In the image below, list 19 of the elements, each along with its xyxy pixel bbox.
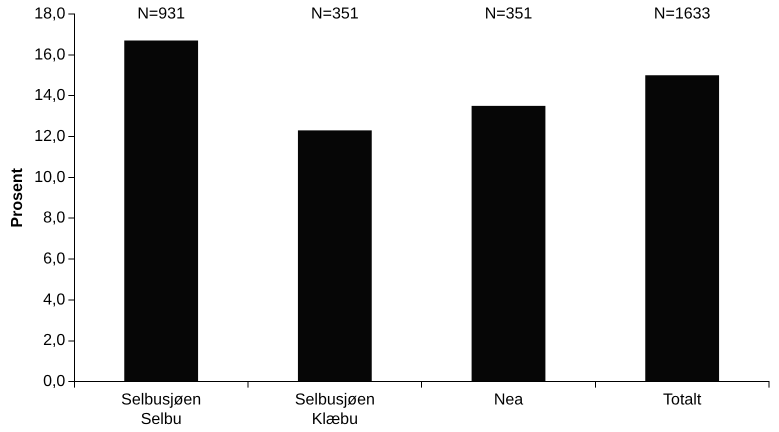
annotation: N=1633: [654, 5, 711, 22]
y-tick-label: 18,0: [34, 5, 66, 22]
y-tick-label: 16,0: [34, 46, 66, 64]
y-tick-label: 8,0: [43, 210, 66, 227]
x-tick-label: Nea: [494, 392, 524, 409]
y-tick-label: 6,0: [43, 250, 66, 268]
y-tick-label: 12,0: [34, 128, 66, 145]
y-axis-title: Prosent: [9, 167, 26, 228]
y-tick-label: 0,0: [43, 373, 66, 390]
x-tick-label: Selbusjøen Selbu: [121, 392, 202, 428]
y-tick-label: 10,0: [34, 168, 66, 186]
y-tick-label: 14,0: [34, 87, 66, 104]
annotation: N=931: [137, 5, 186, 22]
x-tick-label: Totalt: [663, 392, 702, 409]
annotation: N=351: [311, 5, 359, 22]
y-tick-label: 4,0: [43, 291, 66, 308]
y-tick-label: 2,0: [43, 332, 66, 350]
annotation: N=351: [484, 5, 532, 22]
x-tick-label: Selbusjøen Klæbu: [294, 392, 375, 428]
